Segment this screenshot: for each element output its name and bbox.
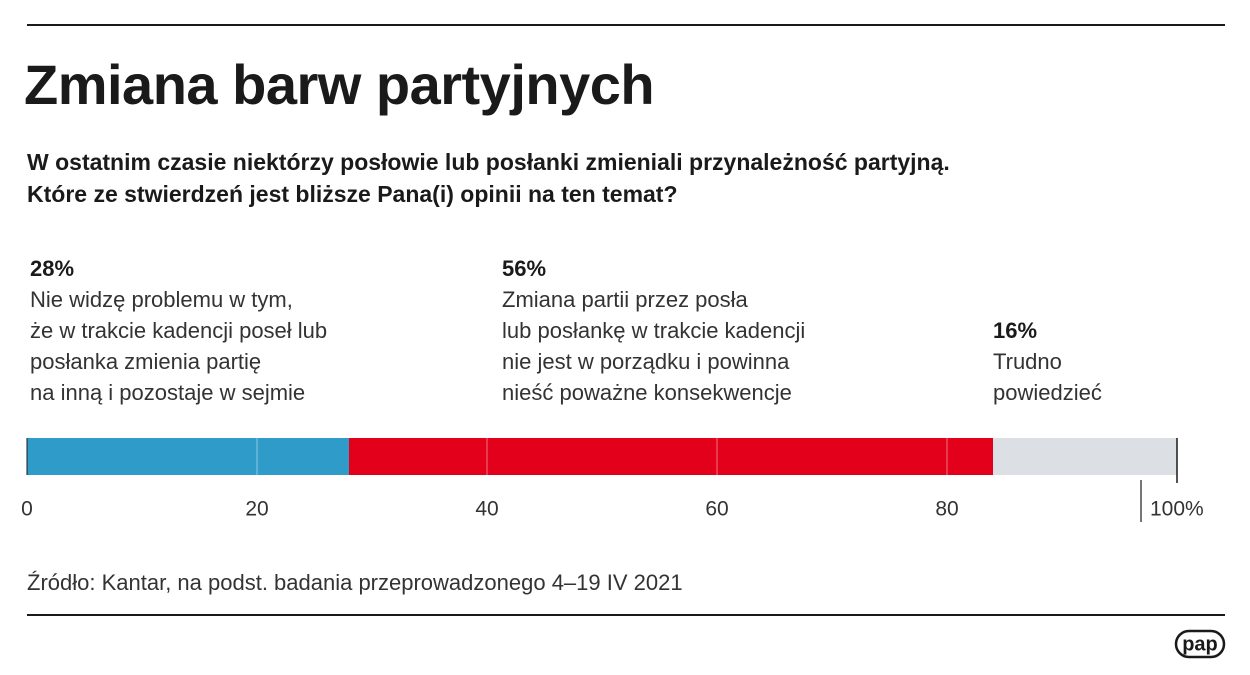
x-tick-label: 20 [245,498,268,521]
value-label: 56% [502,256,547,281]
legend-label: Trudno powiedzieć [993,349,1102,405]
logo: pap [1182,633,1218,655]
bar-segment [349,438,993,475]
x-tick-label: 0 [21,498,33,521]
logo-frame [1174,629,1226,659]
legend-label: Zmiana partii przez posła lub posłankę w… [502,287,806,405]
chart-title: Zmiana barw partyjnych [24,53,655,116]
x-tick-label: 80 [935,498,958,521]
bar-segment [27,438,349,475]
x-tick-label: 100% [1150,498,1204,521]
chart-subtitle: W ostatnim czasie niektórzy posłowie lub… [27,149,950,207]
x-tick-label: 40 [475,498,498,521]
source: Źródło: Kantar, na podst. badania przepr… [27,570,683,595]
x-tick-label: 60 [705,498,728,521]
legend-label: Nie widzę problemu w tym, że w trakcie k… [30,287,328,405]
bar-segment [993,438,1177,475]
value-label: 16% [993,318,1038,343]
value-label: 28% [30,256,75,281]
